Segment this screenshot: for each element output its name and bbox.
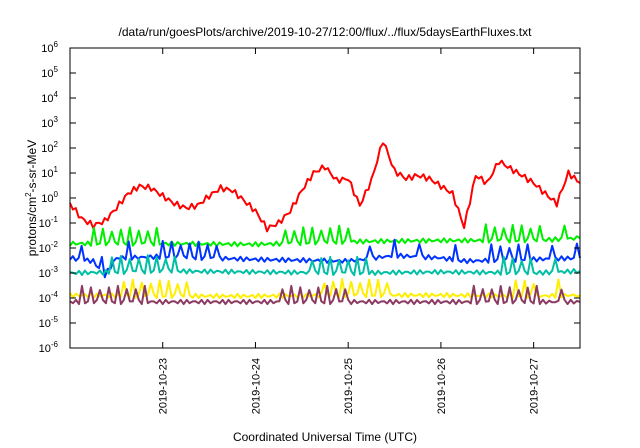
y-tick-exp: -5	[51, 315, 59, 324]
x-axis-title: Coordinated Universal Time (UTC)	[233, 430, 417, 444]
x-tick-label: 2019-10-27	[529, 358, 541, 414]
series-line-1	[69, 142, 581, 233]
y-tick-base: 10	[41, 168, 53, 180]
y-tick-exp: 0	[54, 190, 59, 199]
y-tick-label: 10-4	[39, 290, 59, 305]
y-tick-exp: -1	[51, 215, 59, 224]
y-tick-base: 10	[39, 293, 51, 305]
y-tick-base: 10	[41, 143, 53, 155]
x-axis: 2019-10-23 2019-10-24 2019-10-25 2019-10-26…	[158, 48, 541, 414]
y-tick-base: 10	[41, 43, 53, 55]
y-tick-exp: 5	[54, 65, 59, 74]
y-tick-exp: -2	[51, 240, 59, 249]
y-tick-label: 10-1	[39, 215, 59, 230]
y-tick-exp: 1	[54, 165, 59, 174]
y-tick-label: 10-3	[39, 265, 59, 280]
x-tick-label: 2019-10-24	[250, 358, 262, 414]
y-tick-label: 106	[41, 40, 58, 55]
y-axis-title: protons/cm2-s-sr-MeV	[24, 140, 39, 256]
x-tick-label: 2019-10-23	[158, 358, 170, 414]
y-axis-title-sup: 2	[24, 192, 33, 197]
y-tick-label: 104	[41, 90, 58, 105]
y-tick-label: 10-2	[39, 240, 59, 255]
y-tick-base: 10	[39, 268, 51, 280]
y-tick-base: 10	[41, 68, 53, 80]
y-tick-exp: -6	[51, 340, 59, 349]
y-tick-base: 10	[39, 243, 51, 255]
chart-title: /data/run/goesPlots/archive/2019-10-27/1…	[119, 25, 533, 39]
y-tick-label: 10-5	[39, 315, 59, 330]
y-tick-base: 10	[41, 93, 53, 105]
y-tick-exp: 2	[54, 140, 59, 149]
y-tick-base: 10	[39, 218, 51, 230]
y-tick-base: 10	[39, 343, 51, 355]
series-line-2	[69, 223, 581, 248]
y-tick-label: 102	[41, 140, 58, 155]
y-axis: 10-610-510-410-310-210-11001011021031041…	[39, 40, 580, 355]
x-tick-label: 2019-10-26	[436, 358, 448, 414]
x-tick-label: 2019-10-25	[343, 358, 355, 414]
y-tick-exp: 6	[54, 40, 59, 49]
y-tick-label: 100	[41, 190, 58, 205]
y-tick-label: 103	[41, 115, 58, 130]
y-tick-label: 105	[41, 65, 58, 80]
y-axis-title-rest: -s-sr-MeV	[25, 140, 39, 193]
y-tick-exp: -3	[51, 265, 59, 274]
y-axis-title-base: protons/cm	[25, 197, 39, 256]
y-tick-base: 10	[41, 193, 53, 205]
series-layer	[69, 142, 581, 306]
y-tick-label: 10-6	[39, 340, 59, 355]
y-tick-exp: 4	[54, 90, 59, 99]
y-tick-exp: -4	[51, 290, 59, 299]
series-line-6	[69, 284, 581, 306]
series-line-4	[69, 254, 581, 277]
y-tick-base: 10	[41, 118, 53, 130]
y-tick-exp: 3	[54, 115, 59, 124]
y-tick-base: 10	[39, 318, 51, 330]
y-tick-label: 101	[41, 165, 58, 180]
